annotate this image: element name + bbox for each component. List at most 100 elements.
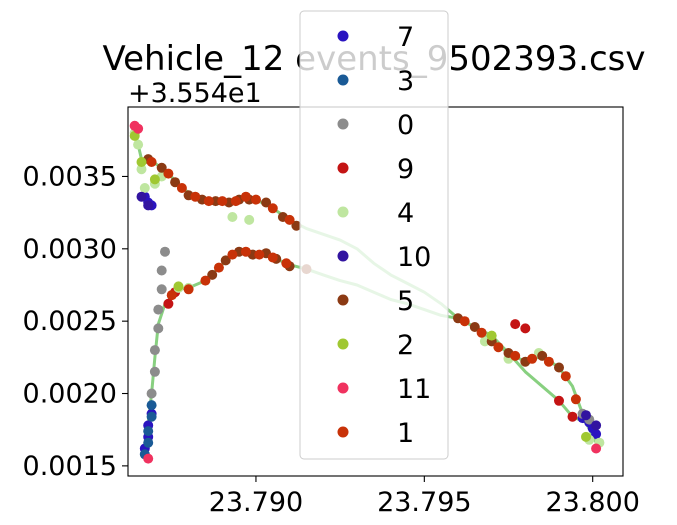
legend-marker-2 xyxy=(337,338,349,350)
point-series-5 xyxy=(537,350,548,361)
legend-marker-7 xyxy=(337,30,349,42)
point-series-1 xyxy=(251,194,261,205)
point-series-1 xyxy=(200,275,211,286)
point-series-10 xyxy=(581,410,591,421)
point-series-1 xyxy=(476,327,487,338)
point-series-4 xyxy=(133,139,144,150)
series-10 xyxy=(136,191,602,431)
legend-label-3: 3 xyxy=(397,66,414,97)
point-series-0 xyxy=(156,265,167,276)
legend-marker-10 xyxy=(337,250,349,262)
legend-label-5: 5 xyxy=(397,286,414,317)
legend-label-10: 10 xyxy=(397,242,431,273)
point-series-1 xyxy=(183,284,194,295)
point-series-1 xyxy=(459,316,470,327)
legend-marker-5 xyxy=(337,294,349,306)
point-series-1 xyxy=(493,342,504,353)
legend-label-7: 7 xyxy=(397,22,414,53)
point-series-1 xyxy=(560,371,571,382)
point-series-11 xyxy=(133,123,144,134)
point-series-5 xyxy=(220,255,231,266)
series-2 xyxy=(129,130,591,442)
point-series-1 xyxy=(281,258,292,269)
point-series-10 xyxy=(143,200,154,211)
point-series-5 xyxy=(207,269,218,280)
legend-marker-9 xyxy=(337,162,349,174)
point-series-1 xyxy=(240,191,251,202)
legend-frame xyxy=(299,10,449,460)
point-series-5 xyxy=(156,162,167,173)
point-series-4 xyxy=(227,212,238,222)
data-points-layer xyxy=(129,120,605,464)
point-series-10 xyxy=(591,420,602,431)
legend-label-1: 1 xyxy=(397,418,414,449)
point-series-3 xyxy=(143,426,154,437)
point-series-5 xyxy=(291,220,302,231)
point-series-0 xyxy=(153,323,164,334)
x-tick-label: 23.790 xyxy=(209,487,303,518)
point-series-2 xyxy=(136,157,147,167)
point-series-1 xyxy=(543,356,554,367)
legend-label-2: 2 xyxy=(397,330,414,361)
point-series-3 xyxy=(146,400,157,411)
point-series-1 xyxy=(166,290,177,301)
point-series-2 xyxy=(486,330,497,341)
point-series-11 xyxy=(591,443,602,454)
y-tick-label: 0.0015 xyxy=(23,451,117,482)
point-series-4 xyxy=(244,214,255,225)
point-series-3 xyxy=(143,437,154,448)
legend-label-4: 4 xyxy=(397,198,414,229)
y-tick-label: 0.0020 xyxy=(23,379,117,410)
point-series-1 xyxy=(240,246,251,257)
point-series-1 xyxy=(217,196,228,207)
point-series-1 xyxy=(267,203,278,214)
series-11 xyxy=(129,120,602,464)
point-series-1 xyxy=(510,350,521,361)
point-series-11 xyxy=(143,453,154,464)
point-series-0 xyxy=(153,304,164,315)
point-series-10 xyxy=(136,191,147,202)
point-series-1 xyxy=(163,168,174,179)
point-series-1 xyxy=(254,249,265,260)
point-series-1 xyxy=(570,394,581,405)
point-series-5 xyxy=(469,322,480,332)
y-tick-label: 0.0030 xyxy=(23,234,117,265)
point-series-5 xyxy=(554,362,564,373)
point-series-4 xyxy=(136,164,147,175)
point-series-0 xyxy=(149,345,160,356)
legend-marker-1 xyxy=(337,426,349,438)
point-series-1 xyxy=(284,214,295,225)
point-series-1 xyxy=(267,252,278,263)
legend-marker-0 xyxy=(337,118,349,130)
point-series-0 xyxy=(156,284,167,295)
point-series-2 xyxy=(581,431,591,442)
point-series-1 xyxy=(146,157,157,167)
point-series-9 xyxy=(163,298,174,309)
legend-label-0: 0 xyxy=(397,110,414,141)
point-series-2 xyxy=(149,174,160,185)
y-tick-label: 0.0025 xyxy=(23,306,117,337)
point-series-9 xyxy=(510,319,521,330)
point-series-9 xyxy=(554,395,564,406)
x-tick-label: 23.795 xyxy=(377,487,471,518)
y-axis-offset-label: +3.554e1 xyxy=(128,78,262,109)
point-series-9 xyxy=(567,411,578,422)
point-series-4 xyxy=(139,183,150,193)
point-series-1 xyxy=(527,353,538,364)
point-series-1 xyxy=(176,183,187,193)
point-series-1 xyxy=(203,196,214,207)
series-1 xyxy=(146,157,581,405)
point-series-2 xyxy=(173,281,184,292)
y-tick-label: 0.0035 xyxy=(23,161,117,192)
legend-label-11: 11 xyxy=(397,374,431,405)
x-axis: 23.790 23.795 23.800 xyxy=(209,476,640,518)
point-series-0 xyxy=(149,366,160,377)
point-series-1 xyxy=(227,249,238,260)
point-series-7 xyxy=(591,429,602,439)
legend-marker-11 xyxy=(337,382,349,394)
x-tick-label: 23.800 xyxy=(545,487,639,518)
legend-label-9: 9 xyxy=(397,154,414,185)
point-series-1 xyxy=(190,191,201,202)
